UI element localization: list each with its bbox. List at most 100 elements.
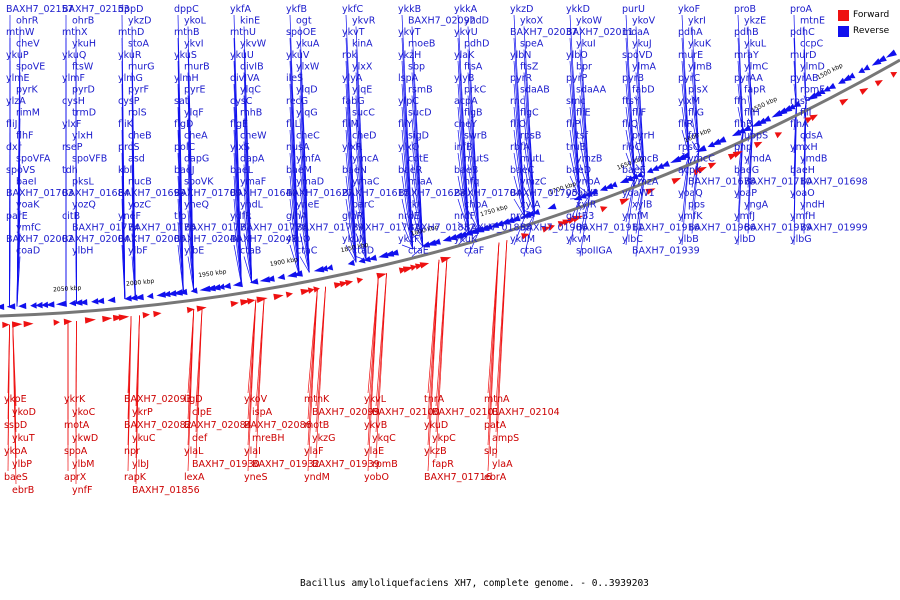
gene-label: dapG — [184, 154, 209, 165]
forward-gene — [2, 321, 10, 329]
reverse-gene — [124, 295, 132, 302]
gene-label: ebrB — [12, 485, 34, 496]
gene-label: yneE — [296, 200, 320, 211]
leader-line — [625, 129, 636, 178]
leader-line — [411, 233, 424, 247]
forward-gene — [600, 206, 608, 213]
gene-label: cheA — [184, 131, 208, 142]
forward-gene — [63, 318, 73, 326]
forward-gene — [23, 320, 34, 328]
reverse-gene — [259, 276, 271, 283]
gene-label: cdsA — [800, 131, 823, 142]
gene-label: BAXH7_01966 — [688, 223, 756, 234]
gene-label: cheC — [296, 131, 320, 142]
gene-label: ylbO — [566, 50, 588, 61]
gene-label: stoA — [128, 39, 149, 50]
gene-label: ykuD — [424, 420, 448, 431]
gene-label: ylmH — [174, 73, 199, 84]
forward-gene — [541, 226, 551, 233]
leader-line — [299, 187, 310, 273]
gene-label: nrdE — [398, 211, 420, 222]
forward-gene — [572, 215, 584, 223]
gene-label: pyrD — [72, 85, 95, 96]
gene-label: parC — [352, 200, 375, 211]
gene-label: ylaA — [492, 459, 513, 470]
genome-backbone — [0, 58, 900, 318]
gene-label: flgE — [230, 119, 248, 130]
map-caption: Bacillus amyloliquefaciens XH7, complete… — [300, 578, 649, 589]
reverse-gene — [378, 251, 389, 259]
gene-label: ykvR — [352, 16, 376, 27]
reverse-gene — [156, 291, 166, 298]
reverse-gene — [495, 220, 505, 227]
reverse-gene — [232, 280, 243, 288]
gene-label: ymfA — [296, 154, 321, 165]
leader-line — [457, 175, 470, 234]
reverse-gene — [604, 182, 614, 189]
gene-label: ampS — [492, 433, 519, 444]
gene-label: ctaE — [408, 246, 429, 257]
gene-label: bpr — [576, 62, 592, 73]
reverse-gene — [467, 227, 480, 234]
gene-label: mtnD — [118, 27, 144, 38]
gene-label: ymzA — [632, 177, 659, 188]
gene-label: BAXH7_02093 — [124, 394, 192, 405]
gene-label: spoA — [64, 446, 88, 457]
reverse-gene — [458, 231, 468, 238]
leader-line — [16, 256, 21, 307]
reverse-gene — [363, 255, 371, 263]
leader-line — [345, 221, 357, 263]
leader-line — [625, 177, 636, 223]
reverse-gene — [107, 296, 116, 304]
gene-label: ylmB — [688, 62, 712, 73]
gene-label: ykoC — [72, 407, 96, 418]
leader-line — [803, 95, 807, 102]
leader-line — [467, 164, 480, 232]
gene-label: rpmB — [372, 459, 398, 470]
forward-gene — [874, 79, 883, 87]
gene-label: recG — [286, 96, 308, 107]
reverse-gene — [266, 275, 275, 282]
leader-line — [289, 175, 300, 275]
gene-label: fliO — [510, 119, 526, 130]
leader-line — [681, 155, 690, 246]
leader-line — [625, 83, 636, 178]
leader-line — [401, 198, 414, 250]
gene-label: smc — [566, 96, 585, 107]
gene-label: BAXH7_02104 — [492, 407, 560, 418]
gene-label: rnc — [510, 96, 525, 107]
gene-label: BAXH7_01777 — [184, 223, 252, 234]
gene-label: BAXH7_01703 — [6, 188, 74, 199]
gene-label: proA — [790, 4, 813, 15]
gene-label: lspA — [398, 73, 419, 84]
forward-gene — [53, 319, 60, 326]
gene-label: sigD — [408, 131, 429, 142]
gene-label: ykuH — [72, 39, 96, 50]
gene-label: cysH — [62, 96, 85, 107]
reverse-gene — [656, 162, 665, 169]
reverse-gene — [660, 160, 671, 167]
gene-label: baeJ — [174, 165, 195, 176]
gene-label: spoVFB — [72, 154, 107, 165]
gene-label: murE — [678, 50, 703, 61]
gene-label: ylmG — [118, 73, 143, 84]
gene-label: ykvB — [364, 420, 387, 431]
leader-line — [513, 129, 526, 217]
leader-line — [289, 244, 300, 275]
forward-gene — [102, 315, 113, 323]
gene-label: ylqF — [184, 108, 204, 119]
gene-label: tdh — [62, 165, 78, 176]
gene-label: fliK — [118, 119, 134, 130]
leader-line — [299, 233, 310, 273]
gene-label: asd — [128, 154, 145, 165]
forward-gene — [230, 300, 239, 308]
reverse-gene — [383, 250, 395, 257]
gene-label: ylxX — [352, 62, 373, 73]
gene-label: cheD — [352, 131, 376, 142]
forward-gene — [307, 287, 315, 294]
reverse-gene — [885, 49, 897, 58]
gene-label: mutS — [464, 154, 489, 165]
gene-label: sucC — [352, 108, 375, 119]
gene-label: pdhB — [734, 27, 759, 38]
gene-label: ykzB — [424, 446, 447, 457]
